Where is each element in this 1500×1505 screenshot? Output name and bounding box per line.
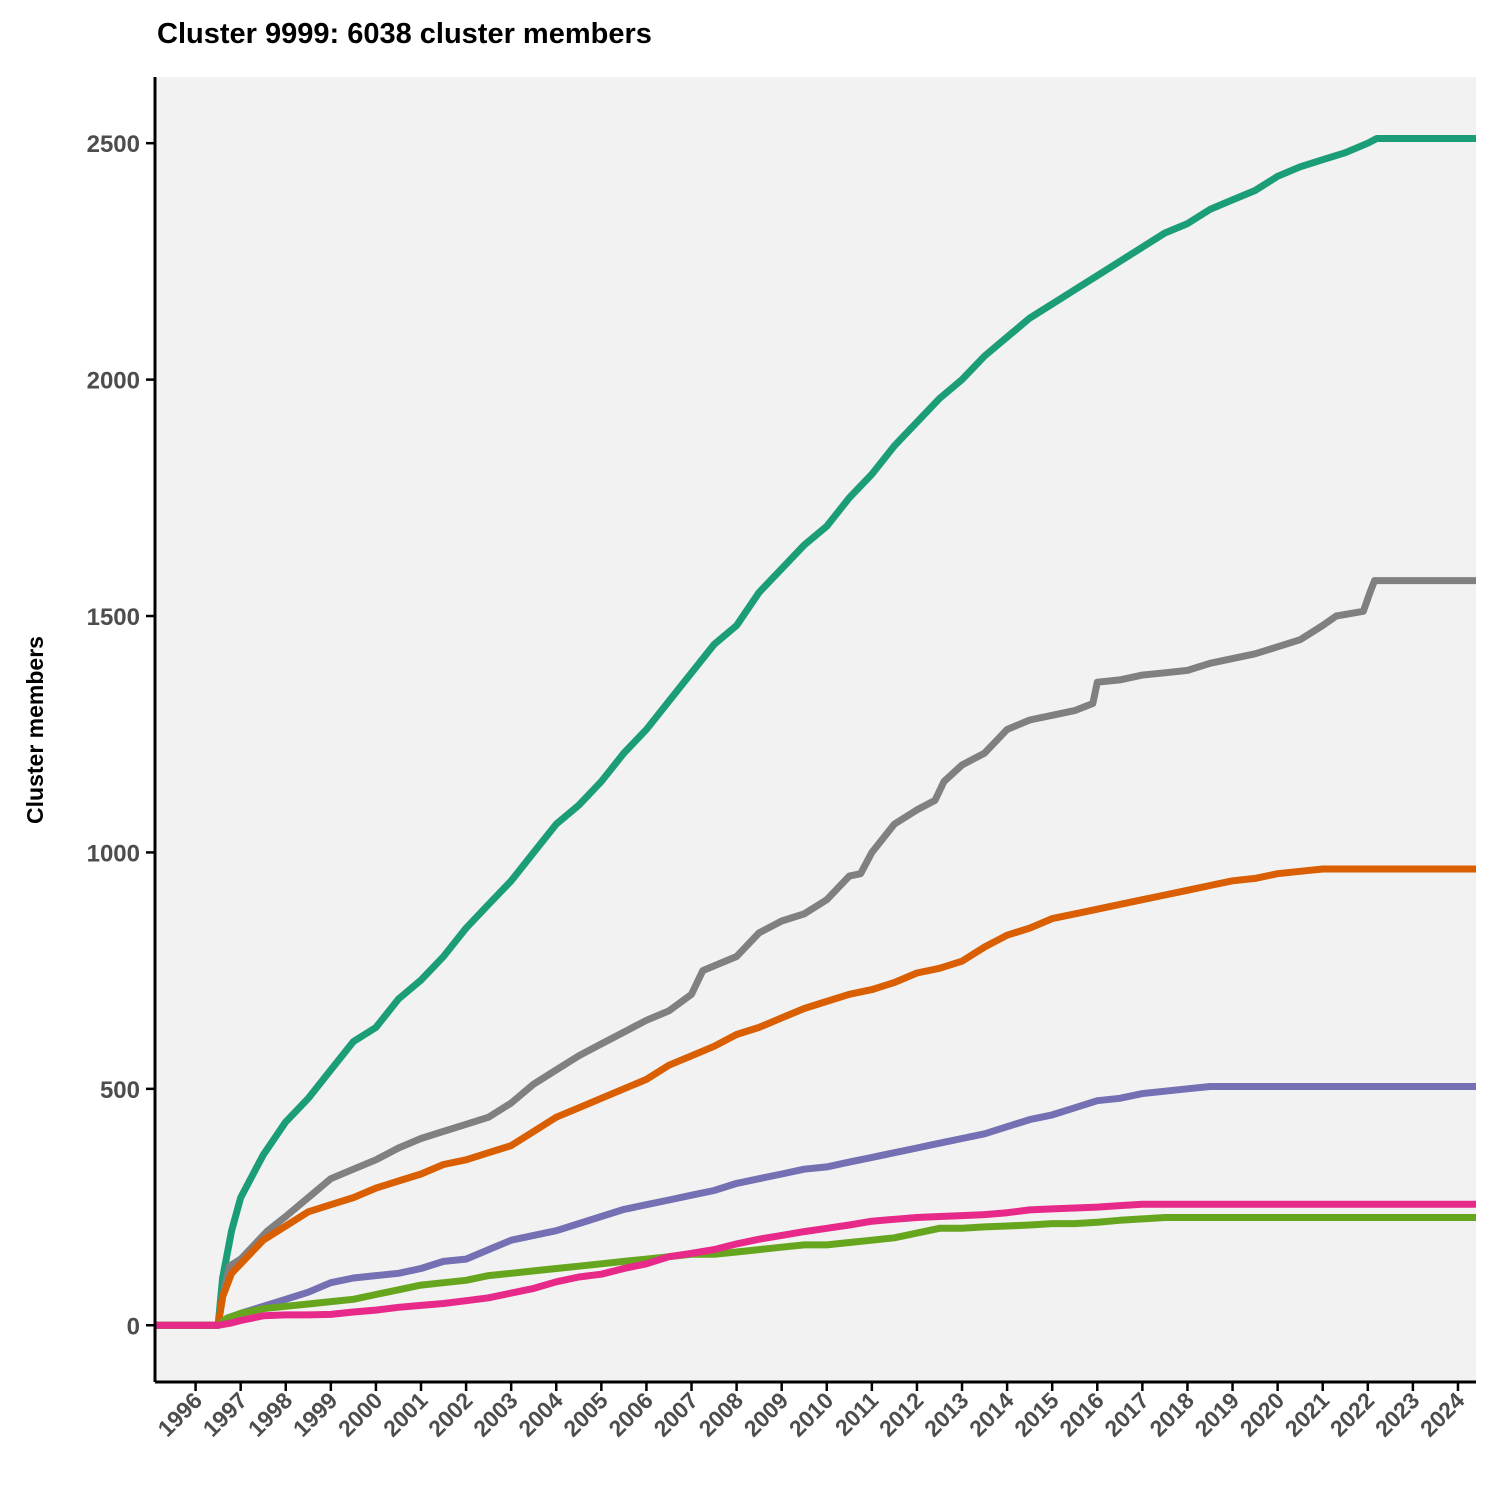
series-line-1 xyxy=(155,135,1476,1329)
x-axis: 1996199719981999200020012002200320042005… xyxy=(153,1380,1476,1442)
y-tick-label: 0 xyxy=(127,1313,140,1340)
x-tick-label: 2013 xyxy=(919,1387,974,1442)
x-tick-label: 2014 xyxy=(964,1387,1019,1442)
x-tick-label: 2005 xyxy=(558,1387,613,1442)
y-tick-label: 1500 xyxy=(87,604,140,631)
x-tick-label: 2003 xyxy=(468,1387,523,1442)
x-tick-label: 1996 xyxy=(153,1387,208,1442)
plot-background xyxy=(155,77,1476,1382)
series-line-6 xyxy=(155,1200,1476,1329)
x-tick-label: 2006 xyxy=(603,1387,658,1442)
x-tick-label: 2009 xyxy=(739,1387,794,1442)
series-line-4 xyxy=(155,1083,1476,1329)
x-tick-label: 2001 xyxy=(378,1387,433,1442)
y-tick-label: 2500 xyxy=(87,131,140,158)
x-tick-label: 1997 xyxy=(198,1387,253,1442)
x-tick-label: 2010 xyxy=(784,1387,839,1442)
series-group xyxy=(155,135,1476,1329)
x-tick-label: 1998 xyxy=(243,1387,298,1442)
y-tick-label: 500 xyxy=(100,1077,140,1104)
x-tick-label: 2002 xyxy=(423,1387,478,1442)
x-tick-label: 2017 xyxy=(1099,1387,1154,1442)
y-tick-label: 2000 xyxy=(87,368,140,395)
x-tick-label: 2008 xyxy=(694,1387,749,1442)
x-tick-label: 2024 xyxy=(1415,1387,1470,1442)
x-tick-label: 1999 xyxy=(288,1387,343,1442)
x-tick-label: 2020 xyxy=(1235,1387,1290,1442)
x-tick-label: 2000 xyxy=(333,1387,388,1442)
x-tick-label: 2016 xyxy=(1054,1387,1109,1442)
x-tick-label: 2007 xyxy=(648,1387,703,1442)
series-line-2 xyxy=(155,577,1476,1329)
x-tick-label: 2018 xyxy=(1144,1387,1199,1442)
x-tick-label: 2022 xyxy=(1325,1387,1380,1442)
chart-title: Cluster 9999: 6038 cluster members xyxy=(157,18,652,50)
x-tick-label: 2015 xyxy=(1009,1387,1064,1442)
x-tick-label: 2021 xyxy=(1280,1387,1335,1442)
series-line-3 xyxy=(155,865,1476,1329)
x-tick-label: 2012 xyxy=(874,1387,929,1442)
x-tick-label: 2019 xyxy=(1190,1387,1245,1442)
y-axis-label: Cluster members xyxy=(22,636,48,824)
x-tick-label: 2004 xyxy=(513,1387,568,1442)
x-tick-label: 2023 xyxy=(1370,1387,1425,1442)
y-tick-label: 1000 xyxy=(87,840,140,867)
y-axis: 0 500 1000 1500 2000 2500 xyxy=(87,77,157,1382)
x-tick-label: 2011 xyxy=(830,1387,884,1441)
